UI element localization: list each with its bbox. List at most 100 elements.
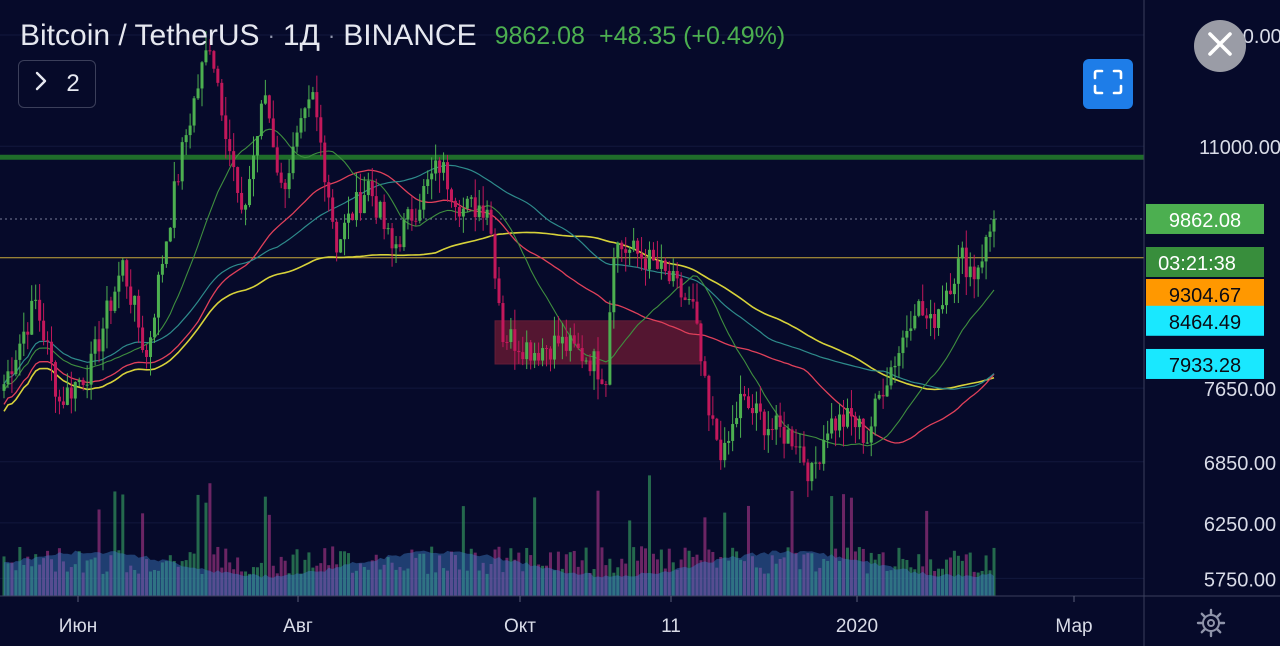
candle [299, 108, 303, 139]
volume-bar [576, 566, 580, 596]
candle-body [315, 92, 319, 118]
countdown-text: 03:21:38 [1158, 253, 1236, 275]
candle-body [426, 179, 430, 187]
volume-bar [754, 567, 758, 596]
candle-body [453, 200, 457, 208]
indicators-toggle-button[interactable]: 2 [18, 60, 96, 108]
candle-body [743, 393, 747, 397]
candle-body [525, 342, 529, 360]
candle [941, 285, 945, 314]
volume-bar [240, 571, 244, 596]
moving-averages [3, 128, 995, 447]
candle [279, 162, 283, 189]
candle-body [406, 209, 410, 220]
candle-body [176, 181, 180, 183]
candle [378, 200, 382, 219]
close-button[interactable] [1194, 20, 1246, 72]
candle-body [830, 418, 834, 434]
volume-bar [687, 550, 691, 596]
volume-bar [739, 559, 743, 596]
chart-grid [0, 34, 1144, 579]
volume-bar [117, 550, 121, 596]
price-tick-label: 6250.00 [1204, 514, 1276, 536]
volume-bar [26, 556, 30, 596]
candle-body [287, 173, 291, 190]
candle-body [794, 446, 798, 448]
candle [600, 368, 604, 385]
candle [806, 458, 810, 498]
candle-body [228, 139, 232, 152]
gear-icon[interactable] [1196, 608, 1226, 638]
candle-body [826, 433, 830, 441]
volume-bar [691, 556, 695, 596]
candle [93, 326, 97, 366]
volume-bar [93, 557, 97, 596]
volume-bar [984, 555, 988, 596]
candle-body [509, 329, 513, 343]
candle-body [655, 260, 659, 269]
candle [307, 85, 311, 118]
candle-body [636, 240, 640, 254]
volume-bar [77, 551, 81, 596]
candle-body [382, 201, 386, 230]
fullscreen-button[interactable] [1083, 59, 1133, 109]
volume-bar [204, 502, 208, 596]
volume-bar [537, 564, 541, 596]
volume-bar [497, 546, 501, 596]
candle-body [659, 260, 663, 269]
candle [426, 170, 430, 195]
candle [881, 378, 885, 409]
volume-bar [311, 567, 315, 596]
candle [834, 416, 838, 447]
candle [57, 389, 61, 415]
candle-body [952, 283, 956, 295]
price-tick-label: 11000.00 [1199, 137, 1280, 159]
candle-body [53, 362, 57, 397]
candle [50, 326, 54, 381]
volume-bar [762, 573, 766, 596]
volume-bar [61, 561, 65, 596]
candle [283, 179, 287, 209]
volume-bar [6, 563, 10, 596]
candle [366, 172, 370, 202]
volume-bar [18, 546, 22, 596]
volume-bar [101, 573, 105, 596]
candle [687, 286, 691, 305]
volume-bar [176, 566, 180, 596]
candle-body [766, 429, 770, 436]
candle [952, 278, 956, 304]
candle [671, 258, 675, 287]
candle-body [972, 266, 976, 280]
volume-bar [873, 559, 877, 596]
volume-bar [877, 554, 881, 596]
candle-body [204, 50, 208, 63]
volume-bar [917, 554, 921, 596]
volume-bar [505, 557, 509, 596]
volume-bar [651, 553, 655, 596]
candle [580, 335, 584, 369]
candle [255, 136, 259, 173]
volume-bar [434, 572, 438, 596]
candle-body [810, 462, 814, 482]
symbol-header[interactable]: Bitcoin / TetherUS · 1Д · BINANCE 9862.0… [20, 16, 785, 56]
candle-body [723, 442, 727, 461]
candle-body [818, 462, 822, 464]
candle-body [806, 462, 810, 482]
volume-bar [196, 494, 200, 596]
candle [933, 302, 937, 340]
price-label: 9862.08 [1146, 203, 1264, 234]
volume-bar [596, 490, 600, 596]
time-axis[interactable]: Июн Авг Окт 11 2020 Мар [59, 596, 1093, 637]
volume-bar [73, 564, 77, 596]
candle-body [560, 336, 564, 344]
candle-body [683, 297, 687, 301]
volume-bar [121, 494, 125, 596]
candle-body [941, 305, 945, 310]
candle [794, 429, 798, 455]
volume-bar [449, 551, 453, 596]
volume-bar [628, 520, 632, 596]
candle [715, 417, 719, 441]
candle [572, 323, 576, 348]
